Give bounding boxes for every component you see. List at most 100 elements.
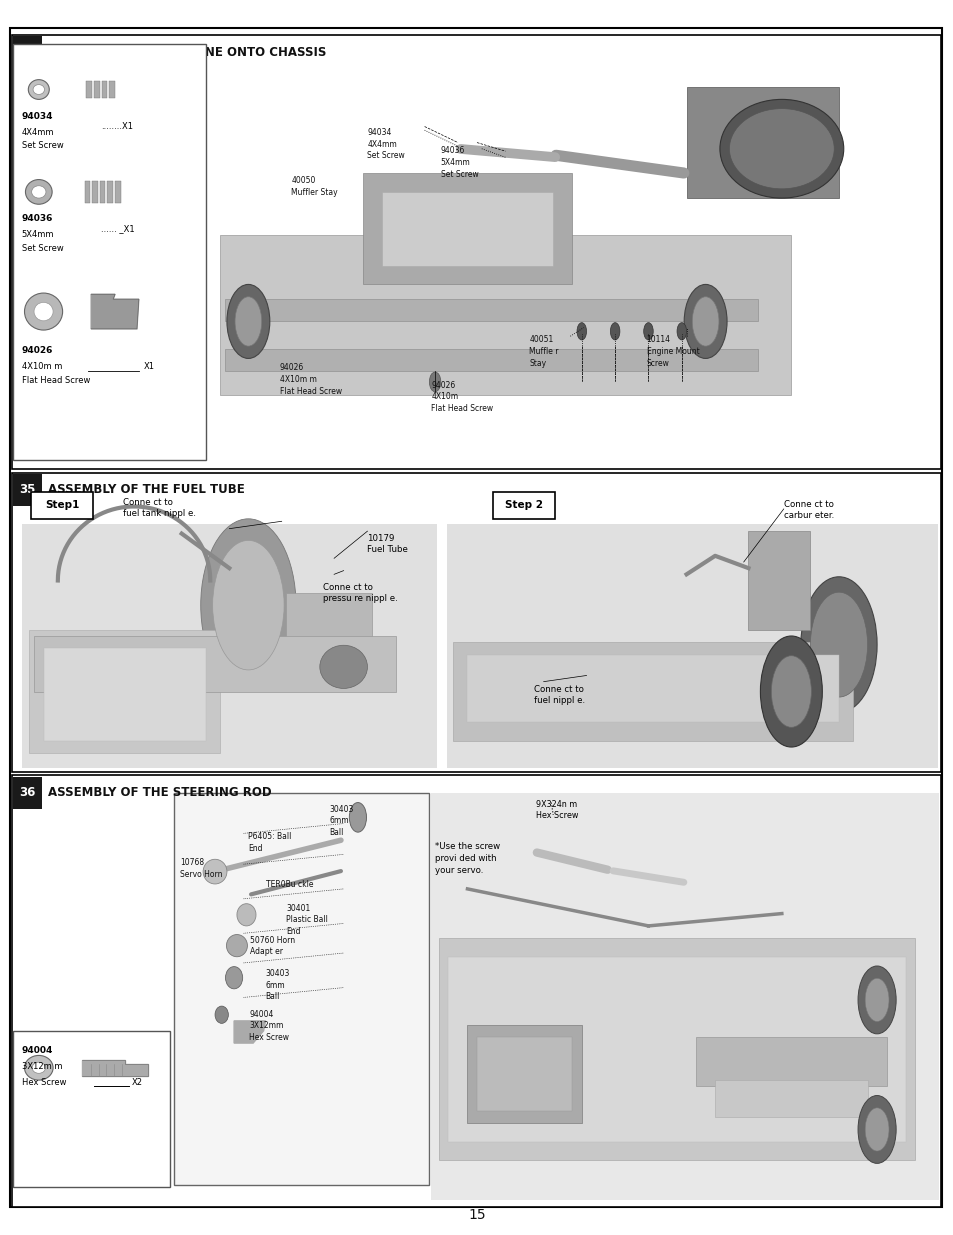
Ellipse shape [677, 322, 686, 340]
Bar [224, 348, 758, 370]
Bar [696, 1037, 885, 1087]
Bar [362, 173, 572, 284]
FancyArrowPatch shape [613, 871, 683, 882]
Text: 94036: 94036 [22, 214, 53, 224]
Bar [13, 474, 42, 506]
Bar [115, 180, 121, 203]
Polygon shape [91, 294, 139, 329]
Bar [446, 524, 937, 768]
Ellipse shape [809, 593, 866, 697]
Text: Step 2: Step 2 [505, 500, 542, 510]
Ellipse shape [200, 519, 295, 692]
Bar [13, 1031, 170, 1187]
Bar [22, 524, 436, 768]
Ellipse shape [857, 1095, 895, 1163]
Text: 34: 34 [19, 46, 35, 59]
Bar [453, 642, 852, 741]
Ellipse shape [771, 656, 810, 727]
Text: 40050
Muffler Stay: 40050 Muffler Stay [291, 175, 337, 196]
Bar [85, 180, 91, 203]
Bar [12, 36, 940, 469]
Ellipse shape [226, 935, 247, 957]
Bar [686, 86, 838, 198]
Text: ........X1: ........X1 [101, 121, 132, 131]
Bar [13, 44, 205, 459]
Text: P6405: Ball
End: P6405: Ball End [248, 832, 292, 852]
Bar [108, 180, 113, 203]
Text: Conne ct to
carbur eter.: Conne ct to carbur eter. [783, 500, 833, 520]
Bar [286, 593, 372, 679]
Text: 35: 35 [19, 483, 35, 496]
Ellipse shape [34, 303, 53, 321]
Text: X2: X2 [132, 1078, 143, 1087]
Bar [208, 41, 939, 463]
Text: 94004: 94004 [22, 1046, 53, 1055]
Text: 5X4mm: 5X4mm [22, 230, 54, 240]
Text: 30401
Plastic Ball
End: 30401 Plastic Ball End [286, 904, 328, 936]
Text: 94026: 94026 [22, 346, 53, 356]
Ellipse shape [610, 322, 619, 340]
Ellipse shape [234, 296, 261, 346]
Bar [13, 777, 42, 809]
Ellipse shape [729, 109, 833, 189]
Text: Set Screw: Set Screw [22, 243, 63, 253]
Ellipse shape [25, 1056, 53, 1081]
Bar [467, 655, 838, 722]
Text: Step1: Step1 [45, 500, 79, 510]
Text: 94026
4X10m m
Flat Head Screw: 94026 4X10m m Flat Head Screw [279, 363, 341, 396]
FancyArrowPatch shape [460, 149, 555, 157]
Ellipse shape [801, 577, 876, 713]
Bar [92, 180, 98, 203]
Ellipse shape [29, 79, 50, 99]
Bar [34, 636, 395, 692]
Text: ASSEMBLY OF THE ENGINE ONTO CHASSIS: ASSEMBLY OF THE ENGINE ONTO CHASSIS [49, 46, 326, 59]
Bar [431, 793, 938, 1199]
FancyArrowPatch shape [537, 852, 607, 869]
Text: 94034
4X4mm
Set Screw: 94034 4X4mm Set Screw [367, 127, 405, 161]
Text: 9X324n m
Hex Screw: 9X324n m Hex Screw [536, 800, 578, 820]
Text: 30403
6mm
Ball: 30403 6mm Ball [265, 969, 290, 1002]
Ellipse shape [864, 1108, 888, 1151]
Bar [100, 180, 106, 203]
FancyArrowPatch shape [222, 840, 340, 869]
Text: ...... _X1: ...... _X1 [101, 224, 134, 233]
Text: 10114
Engine Mount
Screw: 10114 Engine Mount Screw [646, 335, 699, 368]
Bar [448, 957, 904, 1142]
Bar [12, 473, 940, 772]
Ellipse shape [33, 84, 45, 94]
Polygon shape [233, 1021, 265, 1044]
Ellipse shape [857, 966, 895, 1034]
Ellipse shape [429, 372, 440, 391]
Ellipse shape [683, 284, 726, 358]
Text: Conne ct to
pressu re nippl e.: Conne ct to pressu re nippl e. [322, 583, 397, 603]
Bar [110, 80, 115, 98]
Ellipse shape [32, 1062, 46, 1073]
Text: Conne ct to
fuel tank nippl e.: Conne ct to fuel tank nippl e. [123, 498, 195, 517]
Bar [476, 1037, 572, 1112]
Ellipse shape [720, 99, 842, 198]
Ellipse shape [213, 541, 284, 669]
Bar [715, 1081, 866, 1118]
Ellipse shape [203, 860, 227, 884]
FancyArrowPatch shape [251, 871, 340, 894]
Bar [173, 793, 429, 1184]
Text: Hex Screw: Hex Screw [22, 1078, 66, 1087]
Ellipse shape [31, 185, 46, 198]
Polygon shape [82, 1061, 149, 1077]
Text: 94026
4X10m
Flat Head Screw: 94026 4X10m Flat Head Screw [431, 380, 493, 414]
Text: 4X4mm: 4X4mm [22, 127, 54, 137]
Text: ASSEMBLY OF THE STEERING ROD: ASSEMBLY OF THE STEERING ROD [49, 787, 272, 799]
Ellipse shape [236, 904, 255, 926]
Text: Set Screw: Set Screw [22, 141, 63, 151]
Ellipse shape [577, 322, 586, 340]
Text: 30403
6mm
Ball: 30403 6mm Ball [329, 805, 354, 837]
Ellipse shape [692, 296, 719, 346]
Bar [467, 1025, 581, 1124]
Ellipse shape [214, 1007, 228, 1024]
Bar [44, 648, 205, 741]
Ellipse shape [26, 179, 52, 204]
Ellipse shape [225, 967, 242, 989]
Text: Flat Head Screw: Flat Head Screw [22, 375, 90, 385]
Text: 10179
Fuel Tube: 10179 Fuel Tube [367, 534, 408, 553]
Text: *Use the screw
provi ded with
your servo.: *Use the screw provi ded with your servo… [435, 842, 499, 874]
